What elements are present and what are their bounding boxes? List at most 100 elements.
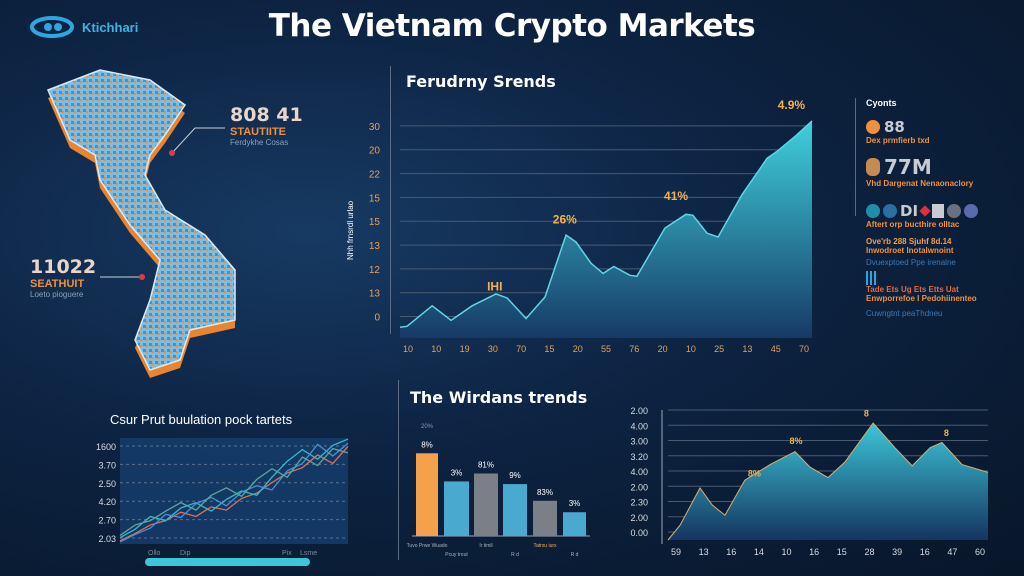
bar: [416, 453, 438, 536]
bar-category-label: R d: [511, 552, 519, 558]
secondary-area-chart: 2.00 4.00 3.00 3.20 4.00 2.00 2.30 2.00 0.00 59 13…: [630, 406, 989, 557]
x-tick-label: 25: [714, 344, 724, 354]
money-bag-icon: [866, 158, 880, 176]
coin-icon: [964, 204, 979, 218]
x-tick-label: 15: [837, 547, 847, 557]
bar-category-label: Tatrxu iurx: [533, 543, 557, 549]
x-tick-label: 45: [771, 344, 781, 354]
stat-label: Dex prmfierb txd: [866, 136, 930, 145]
callout-south-sub: Loeto pioguere: [30, 290, 84, 299]
x-tick-label: 70: [799, 344, 809, 354]
bar: [444, 481, 469, 536]
x-tick-label: 30: [488, 344, 498, 354]
data-label: 8%: [748, 468, 761, 478]
vietnam-map: [46, 69, 236, 378]
x-tick-label: 14: [754, 547, 764, 557]
stat-value: DI: [900, 202, 919, 220]
data-label: 41%: [664, 189, 688, 203]
x-tick-label: 16: [809, 547, 819, 557]
y-tick-label: 2.00: [630, 513, 648, 523]
bar-value-label: 3%: [451, 468, 463, 477]
bar-value-label: 8%: [421, 440, 433, 449]
x-tick-label: 20: [658, 344, 668, 354]
diamond-icon: [919, 205, 931, 217]
legend-label: Pix: [282, 550, 292, 557]
x-tick-label: 10: [686, 344, 696, 354]
x-tick-label: 55: [601, 344, 611, 354]
bar-value-label: 3%: [569, 499, 581, 508]
stat-label: Cuwngtnt peaThdneu: [866, 309, 943, 318]
callout-south: 11022 SEATHUIT Loeto pioguere: [30, 256, 96, 299]
multi-line-chart: 1600 3.70 2.50 4.20 2.70 2.03 Ollo Dip Pix Lsme: [96, 438, 349, 566]
bar-chart-title: The Wirdans trends: [410, 388, 588, 407]
bar-category-label: Tuvo Prwe Wuado: [407, 543, 448, 549]
series-line: [399, 120, 813, 329]
callout-north-value: 808 41: [230, 104, 303, 126]
main-chart-ylabel: Nhh frnsrdl urlao: [346, 200, 355, 260]
bars-icon: [866, 271, 876, 285]
x-tick-label: 10: [431, 344, 441, 354]
map-callout-lines: [100, 127, 225, 280]
y-tick-label: 1600: [96, 442, 116, 452]
plot-background: [120, 438, 348, 544]
y-tick-label: 30: [369, 122, 381, 133]
stat-value: Tade Ets Ug Ets Etts Uat: [866, 285, 959, 294]
y-tick-label: 4.00: [630, 467, 648, 477]
legend-label: Lsme: [300, 550, 317, 557]
logo-text: Ktichhari: [82, 19, 139, 35]
y-tick-label: 3.70: [98, 460, 116, 470]
coin-icon: [866, 204, 880, 218]
x-tick-label: 19: [460, 344, 470, 354]
divider: [390, 66, 391, 334]
x-tick-label: 76: [629, 344, 639, 354]
coin-icon: [866, 120, 880, 134]
y-tick-label: 2.00: [630, 406, 648, 416]
stats-divider: [855, 98, 856, 216]
y-tick-label: 4.00: [630, 421, 648, 431]
data-label: 4.9%: [778, 100, 806, 112]
x-tick-label: 16: [726, 547, 736, 557]
bar-value-label: 83%: [537, 488, 553, 497]
x-tick-label: 20: [573, 344, 583, 354]
data-label: 8: [864, 409, 869, 419]
series-line-green: [119, 447, 349, 537]
bar-category-label: Pcuy trout: [445, 552, 468, 558]
page-title: The Vietnam Crypto Markets: [268, 8, 756, 44]
main-area-chart: 30 20 22 15 15 13 12 13 0 10 10 19 30 70 15 20 55 76 20 10 2…: [369, 100, 813, 354]
x-tick-label: 10: [782, 547, 792, 557]
x-tick-label: 47: [947, 547, 957, 557]
bar-category-label: Ir timll: [479, 543, 492, 549]
y-tick-label: 13: [369, 289, 381, 300]
logo: Ktichhari: [30, 16, 138, 38]
y-tick-label: 3.00: [630, 437, 648, 447]
data-label: 26%: [553, 213, 577, 227]
line-chart-title: Csur Prut buulation pock tartets: [110, 412, 293, 427]
callout-north-sub: Ferdykhe Cosas: [230, 138, 289, 147]
y-tick-label: 15: [369, 217, 381, 228]
stats-panel: Cyonts 88 Dex prmfierb txd 77M Vhd Darge…: [866, 98, 1016, 318]
stat-label: Inwodroet Inotalwnoint: [866, 246, 954, 255]
bar-value-label: 81%: [478, 461, 494, 470]
bar-chart: 8% Tuvo Prwe Wuado 3% Pcuy trout 81% Ir timll…: [407, 424, 590, 558]
stat-label: Aftert orp bucthire olltac: [866, 220, 960, 229]
legend-gradient-bar: [145, 558, 310, 566]
x-tick-label: 15: [544, 344, 554, 354]
y-tick-label: 12: [369, 265, 381, 276]
y-tick-label: 0.00: [630, 528, 648, 538]
y-tick-label: 22: [369, 170, 381, 181]
y-tick-label: 2.03: [98, 534, 116, 544]
stat-label: Vhd Dargenat Nenaonaclory: [866, 179, 974, 188]
y-tick-label: 2.30: [630, 498, 648, 508]
callout-north-label: STAUTIITE: [230, 126, 287, 138]
bar: [533, 500, 557, 536]
y-tick-label: 0: [374, 313, 380, 324]
series-line: [667, 422, 989, 541]
data-label: 8: [944, 428, 949, 438]
bar: [474, 473, 498, 536]
y-tick-label: 20: [369, 146, 381, 157]
bar-top-note: 20%: [421, 424, 434, 430]
y-tick-label: 2.70: [98, 516, 116, 526]
coin-icon: [883, 204, 897, 218]
x-tick-label: 13: [742, 344, 752, 354]
x-tick-label: 13: [699, 547, 709, 557]
